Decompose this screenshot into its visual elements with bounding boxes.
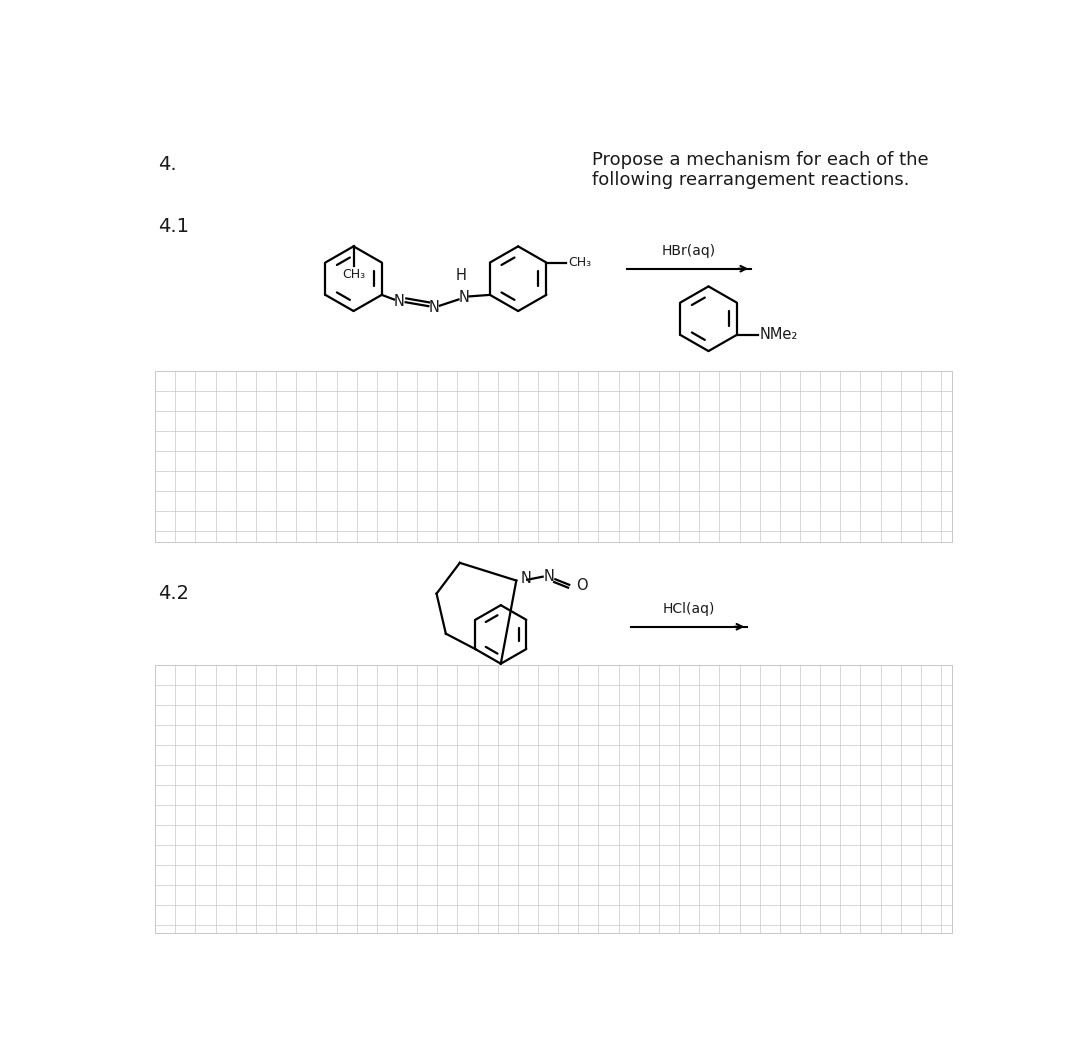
Text: N: N bbox=[521, 571, 531, 586]
Text: O: O bbox=[576, 579, 588, 593]
Text: Propose a mechanism for each of the: Propose a mechanism for each of the bbox=[592, 150, 929, 169]
Text: N: N bbox=[543, 569, 554, 584]
Text: HCl(aq): HCl(aq) bbox=[663, 602, 715, 616]
Text: H: H bbox=[456, 267, 467, 283]
Text: CH₃: CH₃ bbox=[568, 256, 591, 269]
Text: CH₃: CH₃ bbox=[342, 268, 365, 281]
Text: N: N bbox=[429, 300, 440, 315]
Text: NMe₂: NMe₂ bbox=[760, 327, 798, 342]
Text: N: N bbox=[458, 290, 470, 305]
Text: 4.: 4. bbox=[159, 156, 177, 175]
Text: following rearrangement reactions.: following rearrangement reactions. bbox=[592, 170, 909, 189]
Text: 4.1: 4.1 bbox=[159, 217, 189, 236]
Text: N: N bbox=[393, 294, 404, 308]
Text: 4.2: 4.2 bbox=[159, 585, 189, 604]
Text: HBr(aq): HBr(aq) bbox=[662, 244, 716, 258]
